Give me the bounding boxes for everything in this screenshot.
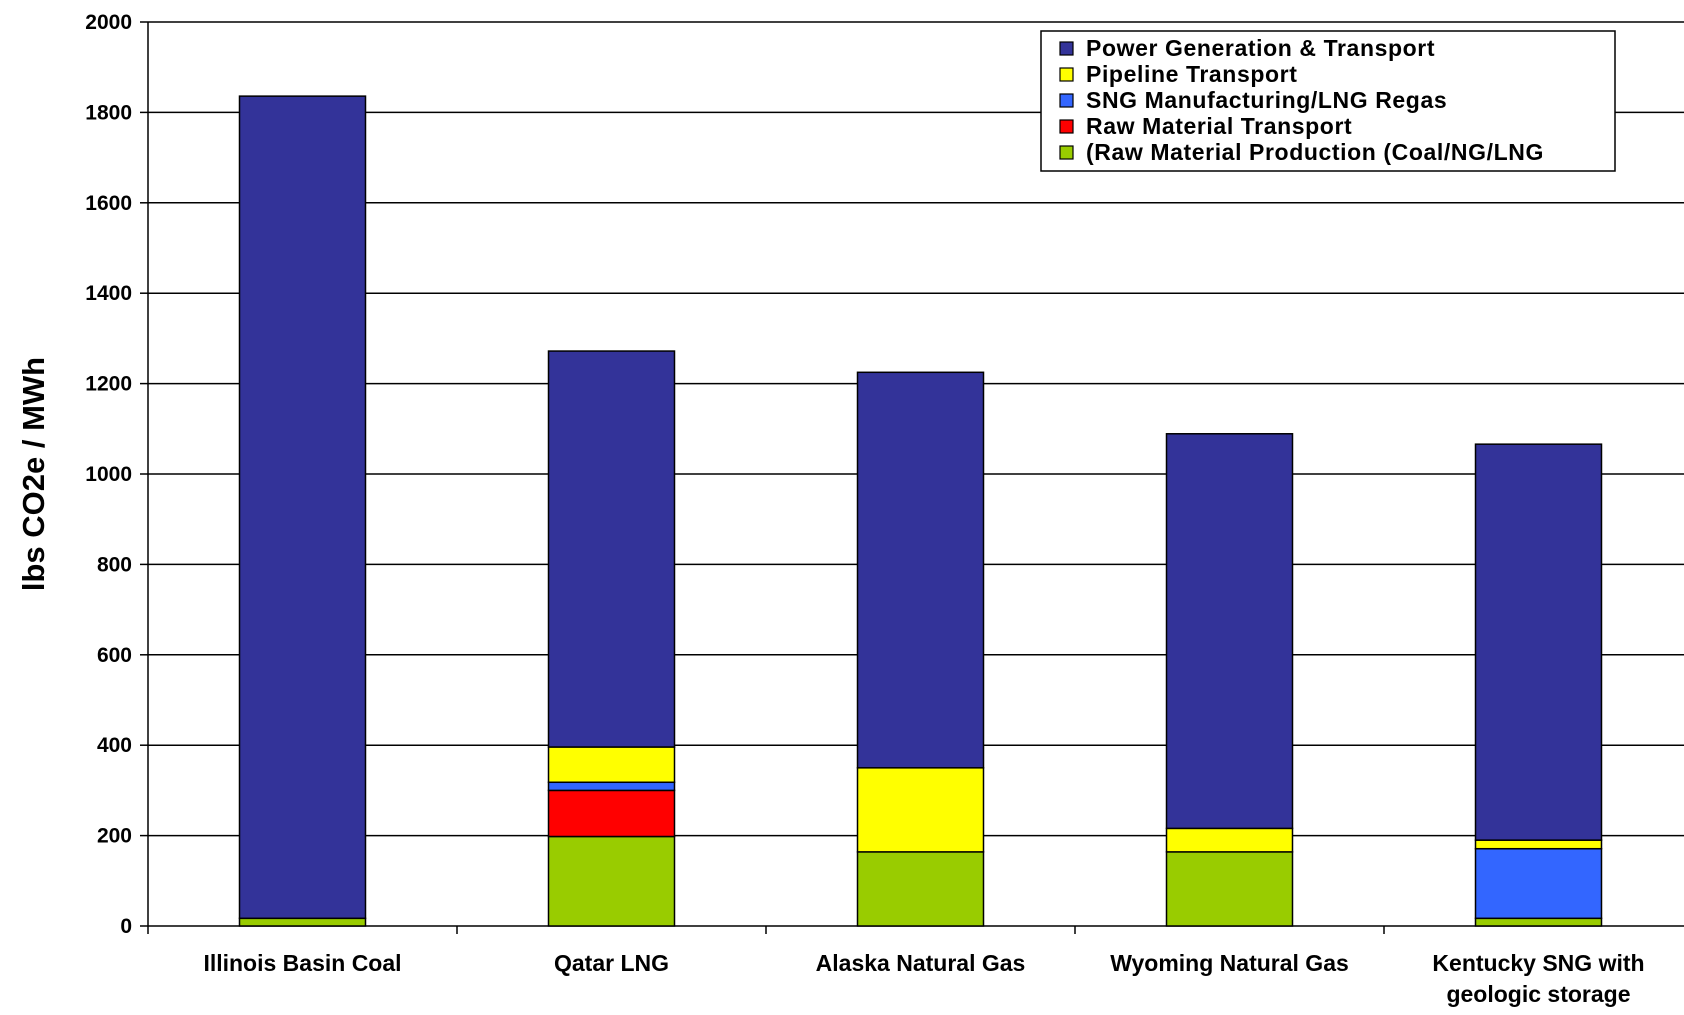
bar-segment — [1165, 827, 1294, 853]
legend-swatch — [1059, 119, 1074, 134]
y-tick-label: 0 — [120, 915, 132, 938]
bar-segment — [1165, 851, 1294, 927]
bar-segment — [547, 789, 676, 838]
y-tick-label: 800 — [97, 553, 132, 576]
y-tick-label: 200 — [97, 825, 132, 848]
x-category-label-line: Illinois Basin Coal — [203, 950, 401, 976]
x-category-label-line: Kentucky SNG with — [1432, 950, 1644, 976]
legend-swatch — [1059, 41, 1074, 56]
bar-segment — [547, 746, 676, 784]
legend-swatch — [1059, 67, 1074, 82]
bar-segment — [1474, 847, 1603, 920]
legend-label: SNG Manufacturing/LNG Regas — [1086, 87, 1447, 113]
bar-segment — [856, 767, 985, 853]
y-tick-label: 1600 — [85, 192, 132, 215]
legend-swatch — [1059, 145, 1074, 160]
y-tick-label: 2000 — [85, 11, 132, 34]
legend-label: (Raw Material Production (Coal/NG/LNG — [1086, 139, 1544, 165]
x-category-label: Alaska Natural Gas — [816, 950, 1026, 976]
y-tick-label: 1200 — [85, 373, 132, 396]
y-axis-title: lbs CO2e / MWh — [16, 357, 51, 591]
y-tick-label: 400 — [97, 734, 132, 757]
legend-box — [1040, 30, 1616, 172]
legend-label: Raw Material Transport — [1086, 113, 1352, 139]
bar-segment — [1474, 917, 1603, 927]
bar-segment — [1165, 433, 1294, 830]
y-tick-label: 1400 — [85, 282, 132, 305]
bar-segment — [547, 835, 676, 927]
bar-segment — [1474, 443, 1603, 841]
bar-segment — [547, 350, 676, 748]
bar-segment — [238, 95, 367, 920]
y-axis-ticks: 0 200 400 600 800 1000 1200 1400 1600 1800 2000 — [85, 11, 132, 938]
bar-segment — [547, 781, 676, 792]
y-tick-label: 1800 — [85, 101, 132, 124]
bars — [238, 95, 1603, 927]
y-tick-label: 600 — [97, 644, 132, 667]
y-tick-label: 1000 — [85, 463, 132, 486]
bar-segment — [856, 371, 985, 769]
bar-segment — [238, 917, 367, 927]
legend-label: Pipeline Transport — [1086, 61, 1297, 87]
bar-segment — [856, 851, 985, 927]
x-category-label-line: Wyoming Natural Gas — [1110, 950, 1349, 976]
x-category-label: Wyoming Natural Gas — [1110, 950, 1349, 976]
x-category-label: Kentucky SNG with geologic storage — [1432, 950, 1644, 1007]
x-category-label: Illinois Basin Coal — [203, 950, 401, 976]
x-category-label-line: Alaska Natural Gas — [816, 950, 1026, 976]
x-category-label: Qatar LNG — [554, 950, 669, 976]
bar-segment — [1474, 839, 1603, 850]
legend-label: Power Generation & Transport — [1086, 35, 1435, 61]
x-category-label-line: Qatar LNG — [554, 950, 669, 976]
legend-swatch — [1059, 93, 1074, 108]
x-category-label-line: geologic storage — [1446, 981, 1630, 1007]
